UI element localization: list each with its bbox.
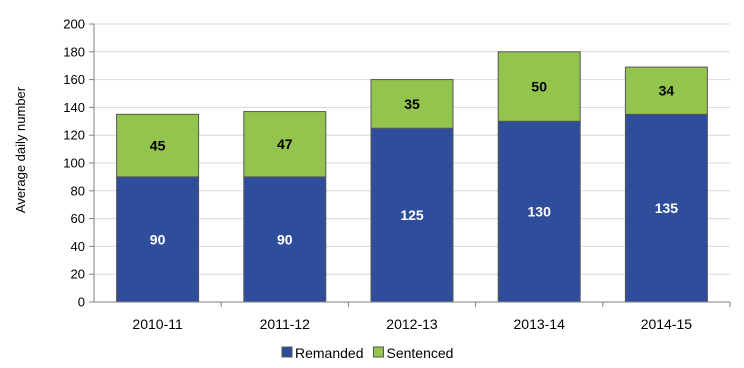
x-tick-label: 2014-15 bbox=[641, 316, 693, 332]
bar-sentenced-2010-11 bbox=[116, 113, 200, 178]
x-tick-label: 2013-14 bbox=[514, 316, 566, 332]
y-tick-label: 20 bbox=[71, 267, 85, 282]
x-tick-label: 2012-13 bbox=[386, 316, 438, 332]
data-label-remanded: 90 bbox=[150, 231, 166, 247]
bar-sentenced-2013-14 bbox=[497, 51, 581, 122]
legend-swatch-remanded bbox=[281, 346, 293, 358]
x-tick-label: 2011-12 bbox=[260, 316, 311, 332]
legend: Remanded Sentenced bbox=[281, 345, 454, 361]
y-tick-label: 40 bbox=[71, 239, 85, 254]
y-tick-label: 200 bbox=[63, 17, 85, 32]
bar-remanded-2012-13 bbox=[370, 127, 454, 303]
bar-sentenced-2012-13 bbox=[370, 79, 454, 129]
bar-sentenced-2014-15 bbox=[624, 66, 708, 115]
data-label-remanded: 125 bbox=[400, 207, 424, 223]
data-label-sentenced: 35 bbox=[404, 96, 420, 112]
data-labels: 90 45 90 47 125 35 130 50 135 34 bbox=[150, 79, 678, 248]
data-label-sentenced: 34 bbox=[659, 83, 675, 99]
bar-remanded-2013-14 bbox=[497, 120, 581, 303]
legend-label-sentenced: Sentenced bbox=[387, 345, 454, 361]
data-label-sentenced: 50 bbox=[531, 79, 547, 95]
y-tick-label: 140 bbox=[63, 100, 85, 115]
data-label-sentenced: 45 bbox=[150, 138, 166, 154]
legend-label-remanded: Remanded bbox=[295, 345, 364, 361]
y-tick-label: 120 bbox=[63, 128, 85, 143]
y-tick-label: 80 bbox=[71, 183, 85, 198]
y-tick-label: 60 bbox=[71, 211, 85, 226]
y-tick-label: 160 bbox=[63, 72, 85, 87]
y-tick-label: 180 bbox=[63, 44, 85, 59]
data-label-remanded: 130 bbox=[528, 204, 552, 220]
bar-remanded-2014-15 bbox=[624, 113, 708, 303]
y-axis-label: Average daily number bbox=[13, 86, 28, 213]
x-tick-labels: 2010-11 2011-12 2012-13 2013-14 2014-15 bbox=[132, 316, 692, 332]
y-tick-labels: 0 20 40 60 80 100 120 140 160 180 200 bbox=[63, 17, 85, 310]
bars bbox=[116, 51, 708, 303]
data-label-remanded: 90 bbox=[277, 231, 293, 247]
y-tick-label: 0 bbox=[78, 295, 85, 310]
legend-swatch-sentenced bbox=[373, 346, 384, 358]
x-tick-label: 2010-11 bbox=[132, 316, 183, 332]
y-tick-label: 100 bbox=[63, 156, 85, 171]
axes bbox=[89, 23, 731, 307]
data-label-remanded: 135 bbox=[655, 200, 679, 216]
data-label-sentenced: 47 bbox=[277, 136, 293, 152]
bar-sentenced-2011-12 bbox=[243, 111, 327, 178]
